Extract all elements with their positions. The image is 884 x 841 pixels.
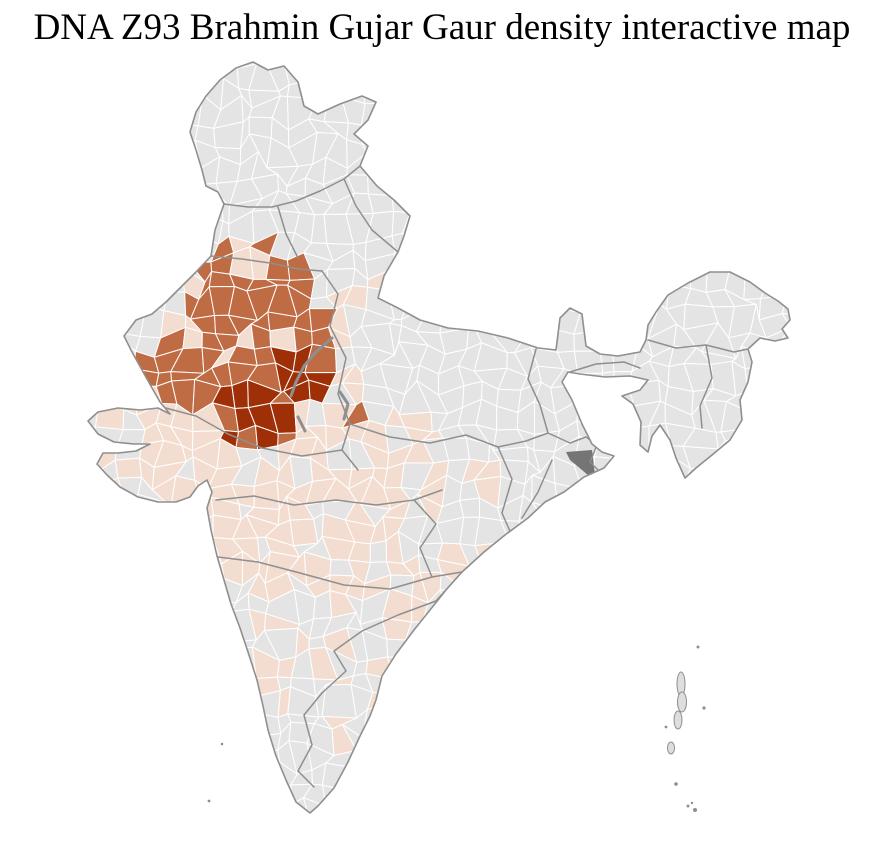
district[interactable]	[249, 761, 281, 794]
district[interactable]	[191, 577, 225, 603]
district[interactable]	[402, 232, 427, 253]
delhi-border	[289, 336, 334, 398]
state-border	[515, 542, 557, 557]
district[interactable]	[289, 518, 319, 547]
district[interactable]	[245, 42, 274, 65]
district[interactable]	[188, 182, 222, 207]
district[interactable]	[387, 656, 407, 680]
district[interactable]	[781, 290, 808, 316]
district[interactable]	[264, 784, 293, 805]
district[interactable]	[554, 482, 583, 510]
district[interactable]	[401, 286, 431, 320]
district[interactable]	[459, 497, 481, 518]
district[interactable]	[760, 275, 788, 300]
district[interactable]	[139, 304, 165, 339]
district[interactable]	[402, 639, 427, 662]
lakshadweep-islands	[207, 742, 224, 803]
state-border	[157, 405, 343, 457]
state-border	[321, 571, 463, 694]
district[interactable]	[612, 370, 633, 394]
district[interactable]	[758, 313, 791, 339]
state-border	[297, 692, 323, 788]
districts-layer[interactable]	[82, 42, 808, 830]
state-border	[521, 459, 553, 519]
district[interactable]	[188, 198, 224, 222]
state-border	[210, 255, 323, 272]
state-border	[413, 499, 437, 578]
state-border	[321, 270, 359, 471]
district[interactable]	[321, 684, 357, 719]
sundarbans-delta	[566, 450, 596, 482]
district[interactable]	[303, 797, 331, 829]
state-borders	[157, 165, 749, 788]
district[interactable]	[720, 401, 753, 433]
district[interactable]	[253, 480, 280, 510]
district[interactable]	[210, 46, 240, 69]
district[interactable]	[144, 284, 168, 312]
district[interactable]	[361, 120, 388, 145]
district[interactable]	[599, 343, 615, 374]
district[interactable]	[668, 268, 692, 290]
district[interactable]	[439, 589, 471, 612]
district[interactable]	[98, 379, 125, 411]
state-border	[569, 361, 641, 373]
district[interactable]	[366, 152, 389, 180]
district[interactable]	[120, 493, 139, 526]
district[interactable]	[573, 350, 604, 375]
andaman-nicobar-islands	[664, 645, 706, 812]
district[interactable]	[492, 308, 527, 337]
state-border	[699, 344, 713, 429]
district[interactable]	[369, 540, 388, 563]
district[interactable]	[391, 195, 411, 214]
district[interactable]	[361, 81, 395, 105]
state-border	[497, 446, 517, 546]
river-border	[338, 390, 350, 421]
state-border	[343, 178, 399, 253]
country-outline	[87, 61, 791, 814]
district[interactable]	[593, 441, 614, 460]
state-border	[277, 206, 299, 259]
state-border	[349, 423, 549, 448]
state-border	[527, 348, 549, 434]
river-border	[296, 415, 307, 433]
map-title: DNA Z93 Brahmin Gujar Gaur density inter…	[33, 7, 851, 48]
district[interactable]	[199, 514, 214, 540]
district[interactable]	[114, 457, 143, 479]
